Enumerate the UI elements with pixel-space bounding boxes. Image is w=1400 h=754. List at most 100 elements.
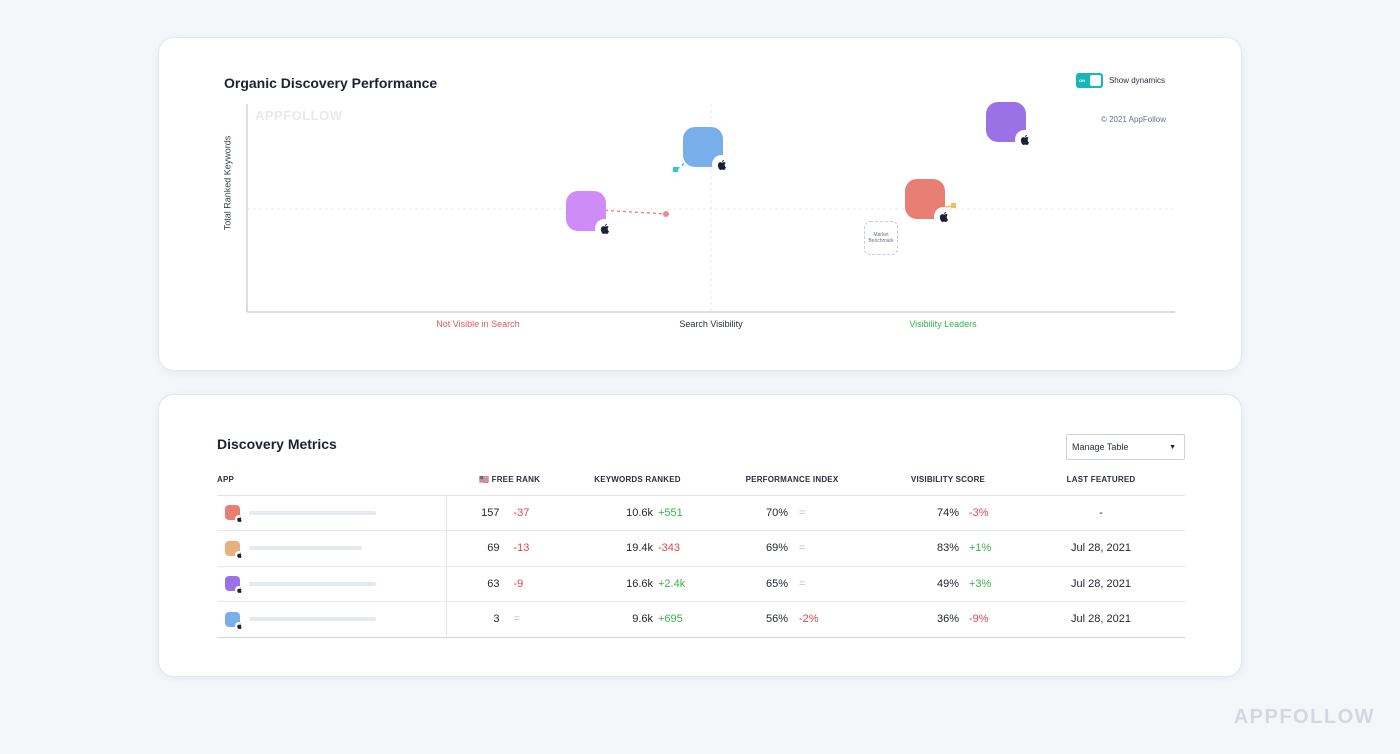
keywords-cell: 19.4k -343 xyxy=(570,530,705,567)
apple-icon xyxy=(934,207,953,226)
visibility-delta: -9% xyxy=(969,613,989,626)
visibility-value: 49% xyxy=(936,577,959,590)
us-flag-icon: 🇺🇸 xyxy=(479,474,490,484)
metrics-table: APP 🇺🇸 FREE RANK KEYWORDS RANKED PERFORM… xyxy=(217,464,1185,638)
free-rank-delta: -9 xyxy=(513,577,524,590)
col-header-app[interactable]: APP xyxy=(217,464,446,496)
apple-icon xyxy=(1015,130,1034,149)
performance-value: 65% xyxy=(765,577,788,590)
performance-cell: 56% -2% xyxy=(705,601,879,638)
manage-table-dropdown[interactable]: Manage Table ▼ xyxy=(1066,434,1185,460)
appfollow-watermark: APPFOLLOW xyxy=(255,108,343,123)
visibility-cell: 83% +1% xyxy=(879,530,1017,567)
col-header-last-featured[interactable]: LAST FEATURED xyxy=(1017,464,1185,496)
app-name-placeholder xyxy=(249,617,376,622)
free-rank-delta: -13 xyxy=(513,542,530,555)
table-row[interactable]: 63 -9 16.6k +2.4k 65% = 49% +3% Jul 28, … xyxy=(217,566,1185,602)
visibility-value: 74% xyxy=(936,506,959,519)
manage-table-label: Manage Table xyxy=(1072,442,1129,452)
performance-cell: 65% = xyxy=(705,566,879,602)
market-benchmark-marker[interactable]: Market Benchmark xyxy=(864,221,898,255)
app1-trail xyxy=(598,209,667,215)
x-category-visibility-leaders: Visibility Leaders xyxy=(909,319,977,329)
appfollow-logo: APPFOLLOW xyxy=(1233,706,1375,728)
app-marker-3[interactable] xyxy=(905,179,953,226)
app3-trail-dot xyxy=(951,203,956,208)
table-row[interactable]: 157 -37 10.6k +551 70% = 74% -3% - xyxy=(217,495,1185,531)
table-header-row: APP 🇺🇸 FREE RANK KEYWORDS RANKED PERFORM… xyxy=(217,464,1185,496)
visibility-cell: 49% +3% xyxy=(879,566,1017,602)
col-header-performance[interactable]: PERFORMANCE INDEX xyxy=(705,464,879,496)
toggle-switch[interactable]: ON xyxy=(1075,73,1103,88)
y-axis-label: Total Ranked Keywords xyxy=(222,135,232,231)
app-icon xyxy=(225,576,243,595)
chart-title: Organic Discovery Performance xyxy=(224,75,438,91)
keywords-delta: -343 xyxy=(658,542,681,555)
last-featured-cell: - xyxy=(1017,495,1185,531)
table-row[interactable]: 3 = 9.6k +695 56% -2% 36% -9% Jul 28, 20… xyxy=(217,601,1185,638)
performance-delta: -2% xyxy=(799,613,819,626)
plot-lines xyxy=(246,104,1175,313)
table-title: Discovery Metrics xyxy=(217,436,337,452)
col-header-free-rank[interactable]: 🇺🇸 FREE RANK xyxy=(446,464,570,496)
app-marker-4[interactable] xyxy=(986,102,1034,149)
free-rank-delta: -37 xyxy=(513,506,530,519)
keywords-delta: +551 xyxy=(658,506,683,519)
free-rank-cell: 69 -13 xyxy=(446,530,570,567)
apple-icon xyxy=(235,621,243,630)
last-featured-cell: Jul 28, 2021 xyxy=(1017,601,1185,638)
app-marker-1[interactable] xyxy=(566,191,614,238)
x-category-search-visibility: Search Visibility xyxy=(679,319,743,329)
app-name-placeholder xyxy=(249,510,376,515)
show-dynamics-toggle[interactable]: ON Show dynamics xyxy=(1075,73,1165,88)
x-category-not-visible: Not Visible in Search xyxy=(436,319,520,329)
apple-icon xyxy=(235,515,243,524)
col-header-visibility[interactable]: VISIBILITY SCORE xyxy=(879,464,1017,496)
app-marker-2[interactable] xyxy=(683,127,731,174)
app-cell[interactable] xyxy=(217,495,447,531)
free-rank-value: 157 xyxy=(481,506,500,519)
keywords-value: 16.6k xyxy=(626,577,653,590)
col-header-keywords[interactable]: KEYWORDS RANKED xyxy=(570,464,705,496)
performance-cell: 70% = xyxy=(705,495,879,531)
free-rank-value: 69 xyxy=(487,542,500,555)
visibility-delta: -3% xyxy=(969,506,989,519)
app1-trail-dot xyxy=(663,211,669,217)
keywords-delta: +2.4k xyxy=(658,577,686,590)
app2-trail-dot xyxy=(673,167,678,172)
keywords-cell: 16.6k +2.4k xyxy=(570,566,705,602)
table-row[interactable]: 69 -13 19.4k -343 69% = 83% +1% Jul 28, … xyxy=(217,530,1185,567)
keywords-cell: 10.6k +551 xyxy=(570,495,705,531)
app-cell[interactable] xyxy=(217,566,447,602)
performance-value: 56% xyxy=(765,613,788,626)
apple-icon xyxy=(595,219,614,238)
keywords-value: 9.6k xyxy=(632,613,653,626)
keywords-cell: 9.6k +695 xyxy=(570,601,705,638)
app-icon xyxy=(225,611,243,630)
visibility-delta: +3% xyxy=(969,577,992,590)
app-cell[interactable] xyxy=(217,530,447,567)
toggle-label: Show dynamics xyxy=(1108,76,1165,85)
app-cell[interactable] xyxy=(217,601,447,638)
app-icon xyxy=(225,505,243,524)
performance-cell: 69% = xyxy=(705,530,879,567)
last-featured-cell: Jul 28, 2021 xyxy=(1017,530,1185,567)
last-featured-cell: Jul 28, 2021 xyxy=(1017,566,1185,602)
free-rank-cell: 3 = xyxy=(446,601,570,638)
visibility-value: 36% xyxy=(936,613,959,626)
keywords-value: 19.4k xyxy=(626,542,653,555)
visibility-cell: 74% -3% xyxy=(879,495,1017,531)
performance-delta: = xyxy=(799,542,806,555)
visibility-delta: +1% xyxy=(969,542,992,555)
toggle-state-label: ON xyxy=(1078,78,1085,83)
scatter-plot: APPFOLLOW Total Ranked Keywords Not Visi… xyxy=(159,38,1243,372)
apple-icon xyxy=(235,550,243,559)
app-name-placeholder xyxy=(249,581,376,586)
free-rank-delta: = xyxy=(513,613,520,626)
apple-icon xyxy=(712,155,731,174)
performance-value: 70% xyxy=(765,506,788,519)
caret-down-icon: ▼ xyxy=(1169,443,1176,451)
toggle-knob xyxy=(1089,75,1101,86)
keywords-value: 10.6k xyxy=(626,506,653,519)
apple-icon xyxy=(235,586,243,595)
